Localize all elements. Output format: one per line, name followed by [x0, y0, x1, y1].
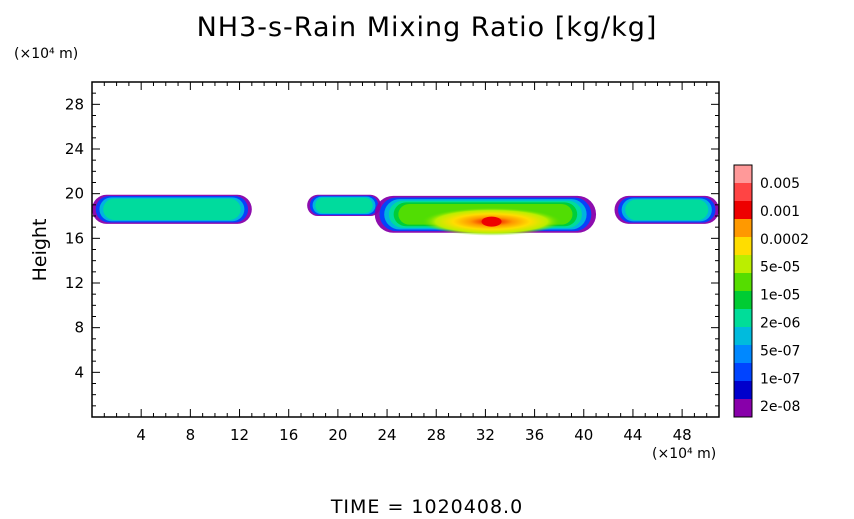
colorbar-swatch — [734, 183, 752, 201]
colorbar-label: 5e-07 — [760, 343, 800, 359]
x-tick-label: 20 — [328, 426, 347, 444]
plot-frame — [91, 81, 720, 418]
colorbar-swatch — [734, 237, 752, 255]
colorbar-swatch — [734, 327, 752, 345]
colorbar-swatch — [734, 165, 752, 183]
y-tick-label: 24 — [65, 140, 84, 158]
y-axis: 4 8 12 16 20 24 28 — [65, 92, 719, 407]
x-axis-unit: (×10⁴ m) — [652, 446, 717, 462]
colorbar-label: 2e-08 — [760, 399, 800, 415]
heatmap-cell — [625, 199, 709, 221]
x-tick-label: 32 — [476, 426, 495, 444]
x-tick-label: 36 — [525, 426, 544, 444]
heatmap-peak-core — [481, 216, 502, 227]
heatmap-region — [614, 195, 719, 224]
colorbar-swatch — [734, 381, 752, 399]
colorbar-swatch — [734, 345, 752, 363]
colorbar-label: 0.005 — [760, 176, 800, 192]
colorbar-swatch — [734, 201, 752, 219]
x-tick-label: 24 — [378, 426, 397, 444]
colorbar: 0.005 0.001 0.0002 5e-05 1e-05 2e-06 5e-07 1e-0… — [733, 164, 809, 418]
colorbar-swatch — [734, 273, 752, 291]
x-tick-label: 4 — [136, 426, 146, 444]
colorbar-swatch — [734, 219, 752, 237]
x-tick-label: 28 — [427, 426, 446, 444]
heatmap-region — [307, 194, 381, 216]
colorbar-label: 0.0002 — [760, 232, 809, 248]
colorbar-swatch — [734, 363, 752, 381]
heatmap-region — [374, 195, 597, 236]
chart-title: NH3-s-Rain Mixing Ratio [kg/kg] — [196, 12, 658, 43]
y-tick-label: 20 — [65, 185, 84, 203]
x-axis: 4 8 12 16 20 24 28 32 36 40 44 48 — [103, 82, 708, 444]
colorbar-label: 5e-05 — [760, 260, 800, 276]
colorbar-label: 1e-07 — [760, 371, 800, 387]
heatmap-cell — [315, 197, 373, 214]
colorbar-label: 0.001 — [760, 204, 800, 220]
x-tick-label: 8 — [186, 426, 196, 444]
heatmap-regions — [92, 194, 719, 236]
y-tick-label: 28 — [65, 95, 84, 113]
colorbar-label: 1e-05 — [760, 288, 800, 304]
heatmap-cell — [103, 198, 241, 220]
heatmap-region — [92, 194, 252, 224]
y-tick-label: 4 — [74, 363, 84, 381]
x-tick-label: 44 — [623, 426, 642, 444]
colorbar-swatch — [734, 309, 752, 327]
time-footer: TIME = 1020408.0 — [330, 496, 524, 518]
x-tick-label: 12 — [230, 426, 249, 444]
colorbar-swatch — [734, 255, 752, 273]
x-tick-label: 16 — [279, 426, 298, 444]
colorbar-swatch — [734, 291, 752, 309]
y-tick-label: 8 — [74, 319, 84, 337]
x-tick-label: 48 — [673, 426, 692, 444]
colorbar-label: 2e-06 — [760, 316, 800, 332]
y-axis-label: Height — [29, 218, 51, 282]
y-tick-label: 12 — [65, 274, 84, 292]
colorbar-swatch — [734, 399, 752, 417]
colorbar-frame — [733, 164, 753, 418]
y-tick-label: 16 — [65, 229, 84, 247]
x-tick-label: 40 — [574, 426, 593, 444]
y-axis-unit: (×10⁴ m) — [14, 46, 79, 62]
